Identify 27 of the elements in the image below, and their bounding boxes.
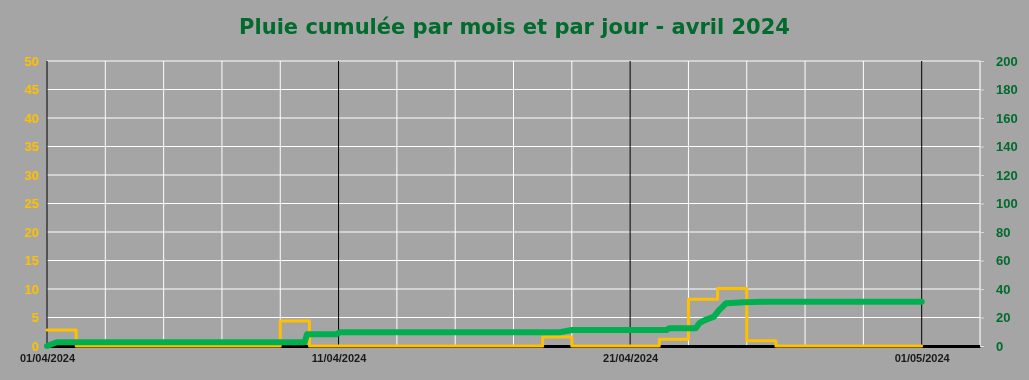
y-tick-label: 15 — [24, 253, 39, 269]
y2-tick-label: 200 — [996, 53, 1018, 69]
y-tick-label: 40 — [24, 110, 39, 126]
y-tick-label: 35 — [24, 139, 39, 155]
x-tick-label: 01/05/2024 — [894, 352, 951, 365]
x-tick-label: 01/04/2024 — [19, 352, 76, 365]
y-tick-label: 50 — [24, 53, 39, 69]
y-tick-label: 10 — [24, 281, 39, 297]
y2-tick-label: 80 — [996, 224, 1011, 240]
y-tick-label: 20 — [24, 224, 39, 240]
x-tick-label: 21/04/2024 — [603, 352, 660, 365]
y2-tick-label: 40 — [996, 281, 1011, 297]
chart-title: Pluie cumulée par mois et par jour - avril 2024 — [239, 15, 790, 39]
y-tick-label: 5 — [31, 310, 39, 326]
y2-tick-label: 160 — [996, 110, 1018, 126]
y-tick-label: 30 — [24, 167, 39, 183]
y2-tick-label: 100 — [996, 196, 1018, 212]
y2-tick-label: 60 — [996, 253, 1011, 269]
y-tick-label: 45 — [24, 82, 39, 98]
y2-tick-label: 120 — [996, 167, 1018, 183]
y2-tick-label: 180 — [996, 82, 1018, 98]
x-tick-label: 11/04/2024 — [311, 352, 368, 365]
y2-tick-label: 140 — [996, 139, 1018, 155]
y2-tick-label: 20 — [996, 310, 1011, 326]
y2-tick-label: 0 — [996, 338, 1004, 354]
y-tick-label: 25 — [24, 196, 39, 212]
y-tick-label: 0 — [31, 338, 39, 354]
